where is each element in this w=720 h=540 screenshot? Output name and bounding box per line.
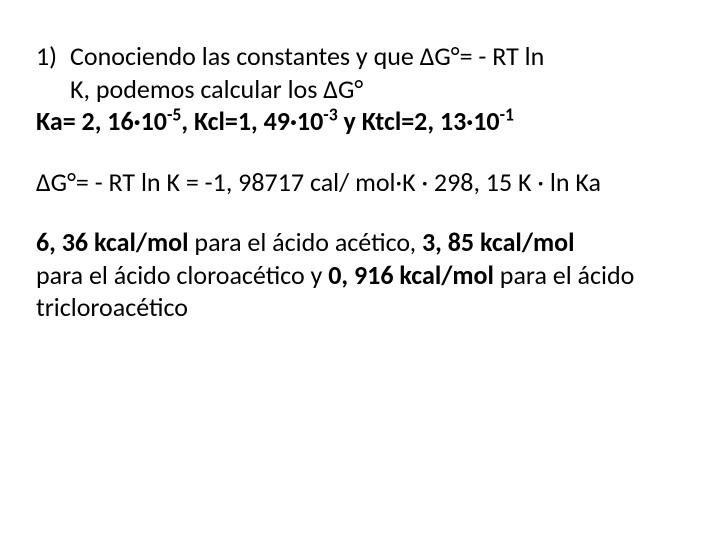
ka-exp: -5 (167, 103, 181, 125)
kcl-exp: -3 (323, 103, 337, 125)
spacer-1 (36, 138, 684, 166)
spacer-2 (36, 198, 684, 226)
constants-line: Ka= 2, 16·10-5, Kcl=1, 49·10-3 y Ktcl=2,… (36, 105, 684, 138)
list-item-1: 1) Conociendo las constantes y que ΔG°= … (36, 40, 684, 105)
list-body: Conociendo las constantes y que ΔG°= - R… (70, 40, 684, 105)
results-paragraph: 6, 36 kcal/mol para el ácido acético, 3,… (36, 226, 684, 324)
item-line2: K, podemos calcular los ΔG° (70, 73, 363, 105)
ktcl-exp: -1 (500, 103, 514, 125)
ktcl-mid: y Ktcl=2, 13·10 (338, 105, 500, 137)
result-v1: 6, 36 kcal/mol (36, 226, 189, 258)
kcl-pre: , Kcl=1, 49·10 (181, 105, 323, 137)
item-line1: Conociendo las constantes y que ΔG°= - R… (70, 40, 544, 72)
formula-line: ΔG°= - RT ln K = -1, 98717 cal/ mol·K · … (36, 166, 684, 199)
result-v3: 0, 916 kcal/mol (328, 259, 494, 291)
result-v2: 3, 85 kcal/mol (422, 226, 575, 258)
ka-pre: Ka= 2, 16·10 (36, 105, 167, 137)
slide: 1) Conociendo las constantes y que ΔG°= … (0, 0, 720, 540)
list-marker: 1) (36, 40, 70, 105)
result-t1: para el ácido acético, (189, 226, 422, 258)
result-t2: para el ácido cloroacético y (36, 259, 328, 291)
